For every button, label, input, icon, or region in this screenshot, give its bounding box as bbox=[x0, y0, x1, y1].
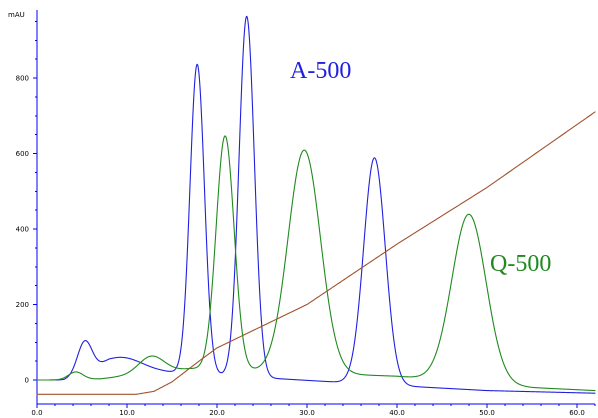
y-tick-label: 400 bbox=[16, 226, 29, 234]
x-tick-label: 10.0 bbox=[119, 409, 135, 417]
x-tick-label: 30.0 bbox=[299, 409, 315, 417]
y-tick-label: 800 bbox=[16, 75, 29, 83]
x-tick-label: 0.0 bbox=[31, 409, 42, 417]
trace-q-500 bbox=[36, 135, 596, 392]
traces bbox=[36, 15, 596, 395]
axes: 0 200 400 600 800 0.0 10.0 20.0 30.0 40.0 50.0 60.0 bbox=[16, 10, 596, 417]
annotation-q-500: Q-500 bbox=[490, 251, 551, 277]
y-tick-label: 600 bbox=[16, 150, 29, 158]
x-tick-label: 20.0 bbox=[209, 409, 225, 417]
annotation-a-500: A-500 bbox=[290, 58, 351, 84]
y-tick-label: 0 bbox=[25, 377, 29, 385]
y-unit-label: mAU bbox=[8, 11, 25, 19]
y-tick-label: 200 bbox=[16, 301, 29, 309]
x-tick-label: 40.0 bbox=[389, 409, 405, 417]
x-tick-label: 50.0 bbox=[479, 409, 495, 417]
trace-gradient bbox=[36, 111, 596, 395]
trace-a-500 bbox=[36, 15, 596, 394]
x-tick-label: 60.0 bbox=[569, 409, 585, 417]
